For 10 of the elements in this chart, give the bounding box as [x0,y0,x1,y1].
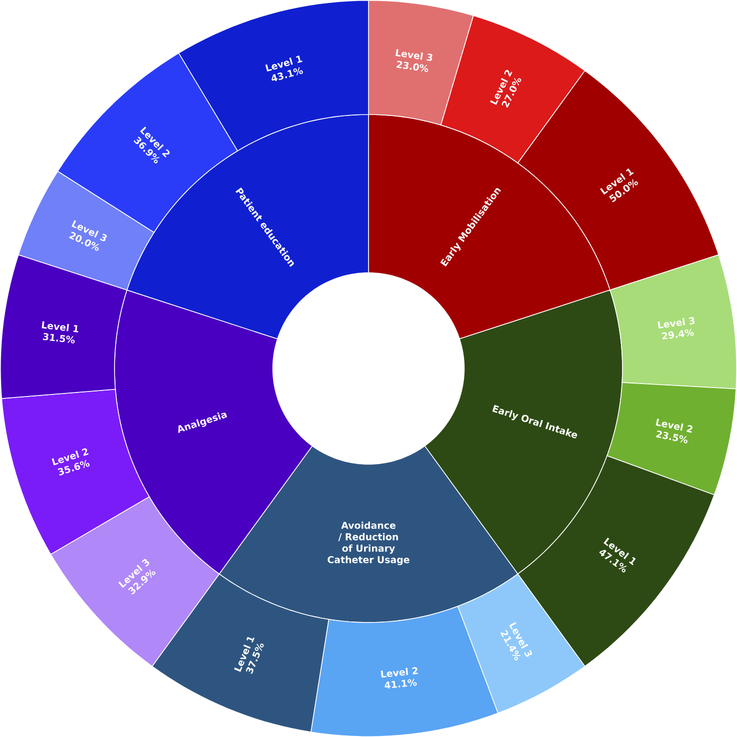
text: Level 1 [42,321,78,332]
data-label: 31.5% [42,333,75,344]
text: Level 3 [658,317,695,329]
text: Level 3 [396,49,432,61]
data-label: 23.5% [656,430,688,444]
data-label: 23.0% [396,60,428,72]
text: Level 2 [380,667,418,678]
category-label: Avoidance / Reduction of Urinary Catheter Usage [328,522,410,566]
data-label: 41.1% [384,678,417,688]
data-label: 29.4% [662,328,694,340]
